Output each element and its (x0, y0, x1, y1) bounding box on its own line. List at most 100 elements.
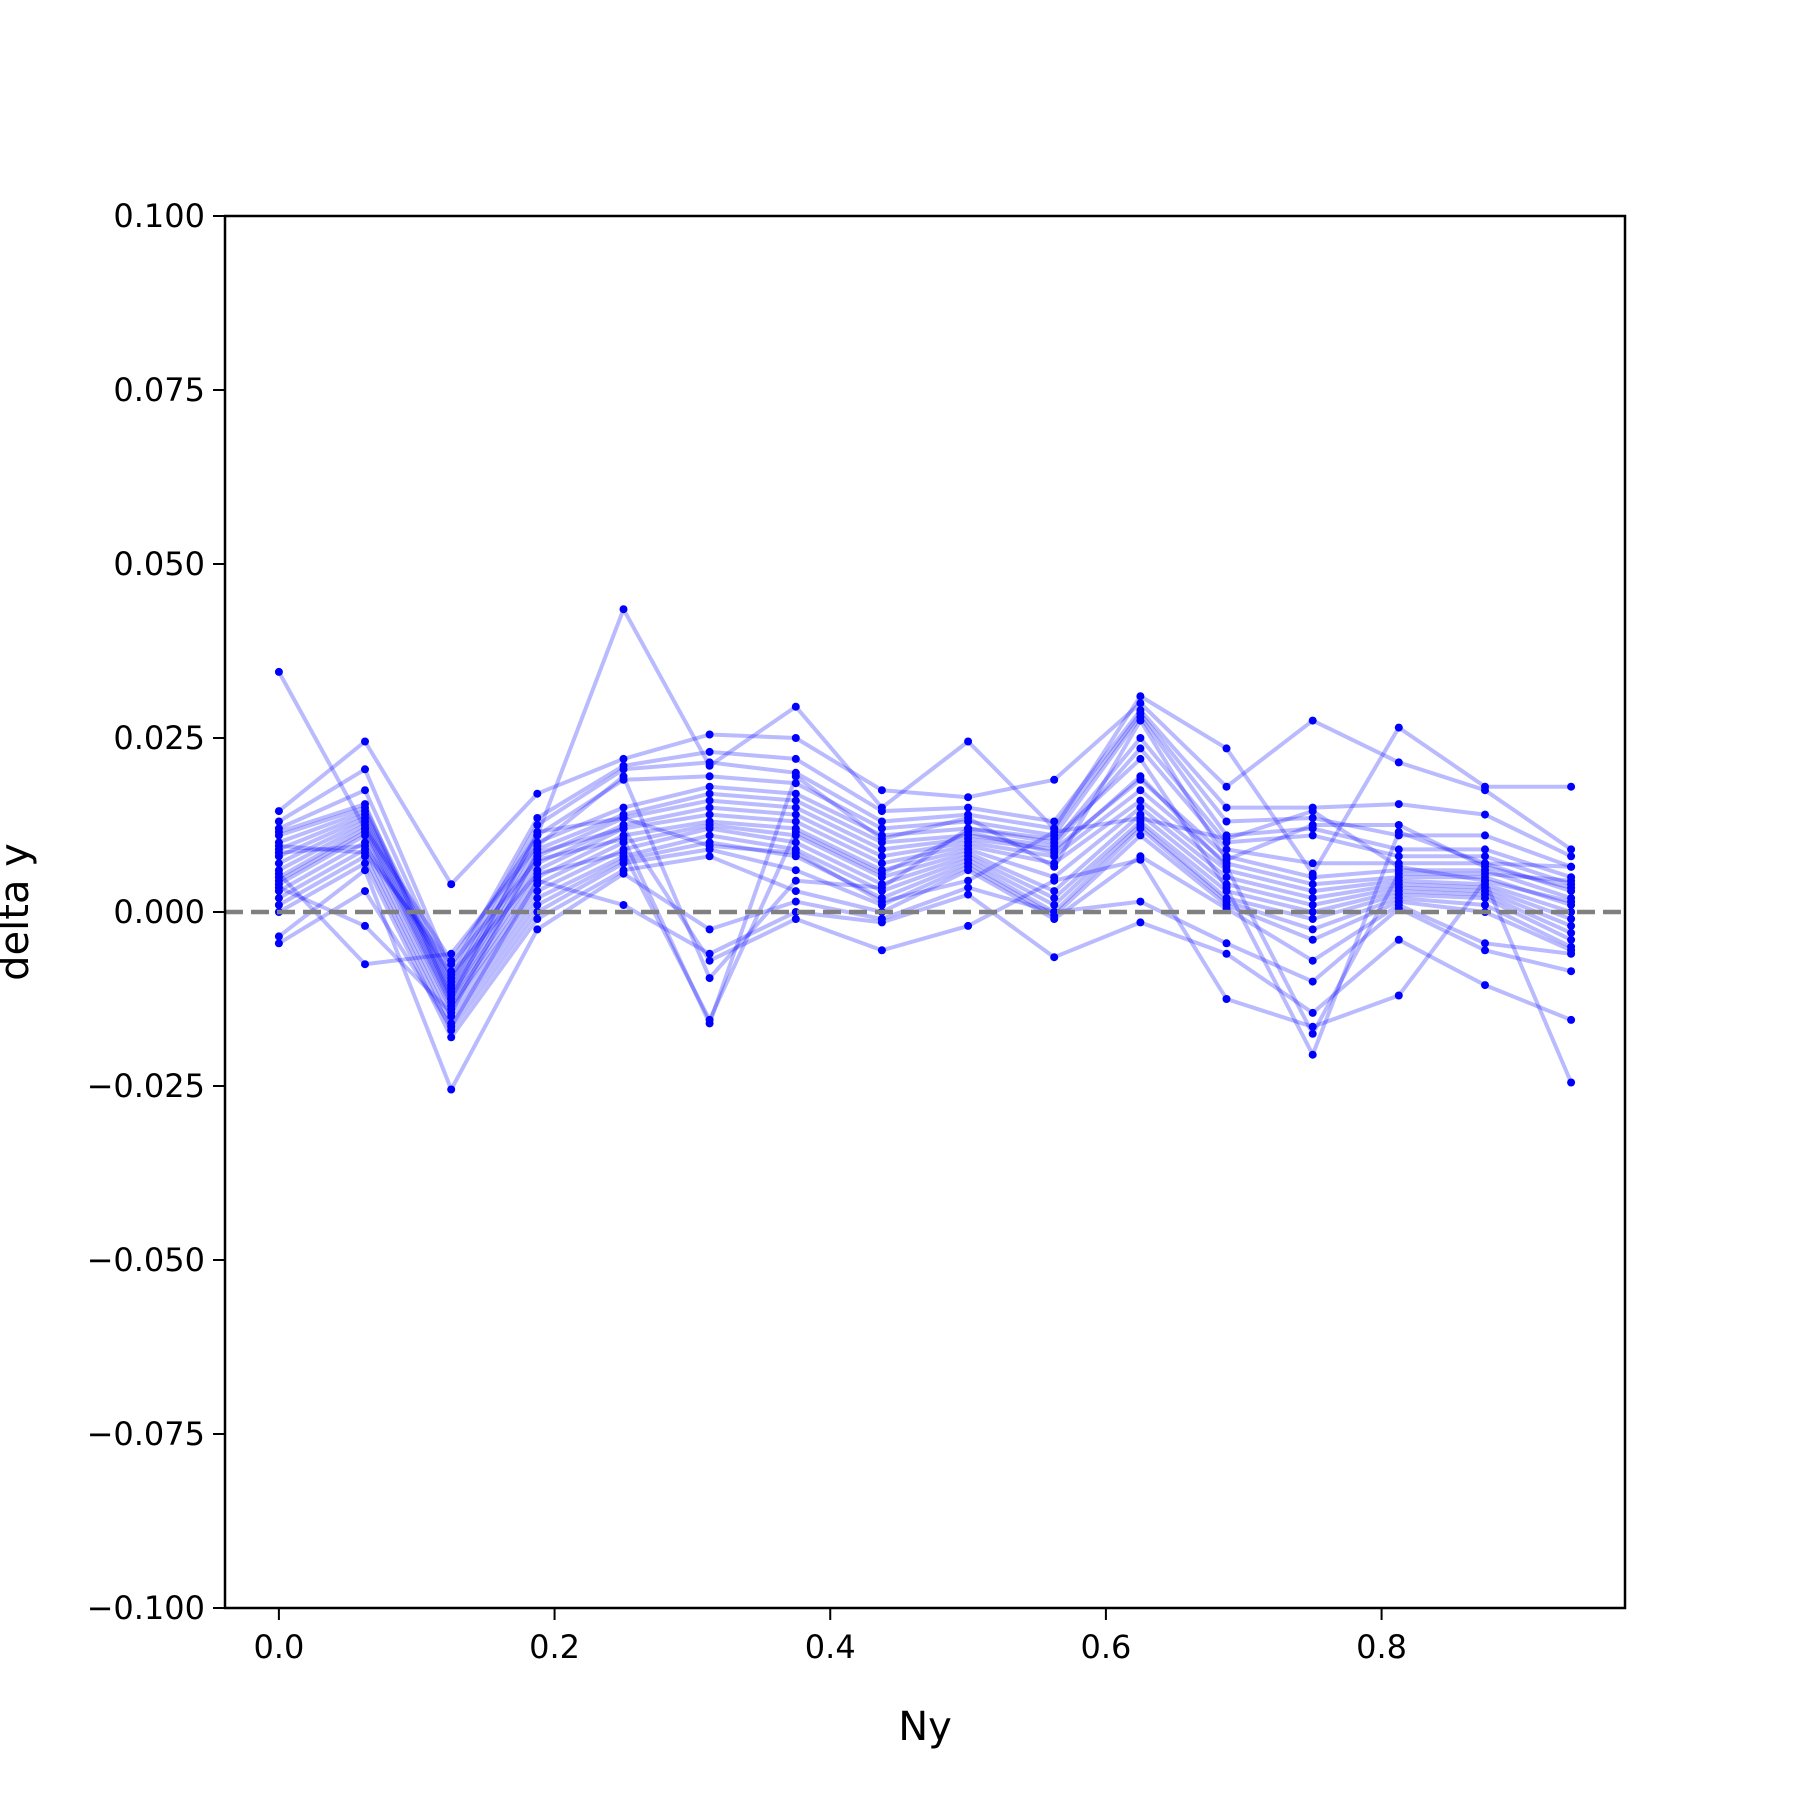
data-point (877, 859, 886, 868)
data-point (964, 866, 973, 875)
data-point (1308, 880, 1317, 889)
data-point (274, 859, 283, 868)
data-point (1394, 800, 1403, 809)
data-point (791, 772, 800, 781)
data-point (1308, 925, 1317, 934)
data-point (705, 824, 714, 833)
data-point (791, 796, 800, 805)
data-point (705, 747, 714, 756)
series-line-11 (277, 805, 1572, 1005)
data-point (1308, 716, 1317, 725)
data-point (361, 848, 369, 857)
data-point (705, 772, 714, 781)
y-tick-label: 0.000 (113, 893, 205, 931)
data-point (1481, 876, 1489, 885)
data-point (1481, 786, 1489, 795)
data-point (1050, 848, 1059, 857)
data-point (619, 901, 628, 909)
data-point (791, 817, 800, 826)
data-point (877, 807, 886, 816)
data-point (964, 803, 973, 812)
data-point (1222, 949, 1231, 958)
data-point (1481, 852, 1489, 861)
data-point (1481, 810, 1489, 819)
data-point (1567, 967, 1576, 976)
data-point (1136, 699, 1145, 708)
data-point (274, 932, 283, 941)
data-point (1222, 834, 1231, 843)
data-point (533, 814, 542, 822)
data-point (361, 765, 369, 774)
data-point (274, 869, 283, 878)
data-point (533, 925, 542, 934)
data-point (791, 838, 800, 847)
data-point (1308, 901, 1317, 909)
data-point (705, 852, 714, 861)
data-point (705, 841, 714, 850)
data-point (705, 758, 714, 767)
y-tick-label: −0.050 (87, 1241, 205, 1279)
data-point (877, 845, 886, 854)
data-point (1050, 817, 1059, 826)
data-point (447, 1085, 456, 1094)
data-point (1136, 796, 1145, 805)
series-line-16 (277, 833, 1572, 1033)
data-point (1136, 918, 1145, 927)
data-point (533, 901, 542, 909)
data-point (533, 821, 542, 829)
data-point (1136, 831, 1145, 840)
data-point (1050, 908, 1059, 916)
data-point (1050, 953, 1059, 962)
data-point (791, 887, 800, 896)
data-point (1308, 859, 1317, 868)
data-point (1567, 935, 1576, 944)
data-point (1050, 894, 1059, 903)
data-point (791, 848, 800, 857)
data-point (533, 894, 542, 903)
series-line-5 (278, 715, 1572, 984)
data-point (1222, 883, 1231, 892)
data-point (533, 828, 542, 836)
data-point (1567, 928, 1576, 937)
data-point (705, 796, 714, 805)
y-tick-label: 0.075 (113, 371, 205, 409)
points-layer (274, 605, 1576, 1094)
data-point (619, 754, 628, 763)
data-point (1222, 817, 1231, 826)
data-point (1567, 852, 1576, 861)
data-point (274, 883, 283, 892)
data-point (1567, 915, 1576, 923)
data-point (1308, 908, 1317, 916)
data-point (1567, 883, 1576, 892)
y-tick-label: 0.025 (113, 719, 205, 757)
data-point (1481, 869, 1489, 878)
y-tick-label: −0.025 (87, 1067, 205, 1105)
data-point (1308, 821, 1317, 829)
data-point (1394, 935, 1403, 944)
data-point (619, 834, 628, 843)
data-point (1136, 716, 1145, 725)
data-point (533, 855, 542, 864)
data-point (791, 915, 800, 923)
data-point (447, 1008, 456, 1017)
series-line-4 (278, 711, 1572, 981)
data-point (791, 876, 800, 885)
data-point (791, 702, 800, 711)
data-point (1136, 824, 1145, 833)
data-point (533, 887, 542, 896)
series-layer (277, 607, 1573, 1092)
data-point (791, 734, 800, 742)
data-point (1481, 862, 1489, 871)
data-point (274, 901, 283, 909)
data-point (274, 841, 283, 850)
data-point (964, 814, 973, 822)
data-point (533, 848, 542, 857)
data-point (1308, 894, 1317, 903)
x-tick-label: 0.2 (529, 1628, 580, 1666)
data-point (1567, 1078, 1576, 1087)
x-tick-label: 0.6 (1080, 1628, 1131, 1666)
data-point (877, 918, 886, 927)
data-point (1567, 862, 1576, 871)
data-point (1222, 855, 1231, 864)
